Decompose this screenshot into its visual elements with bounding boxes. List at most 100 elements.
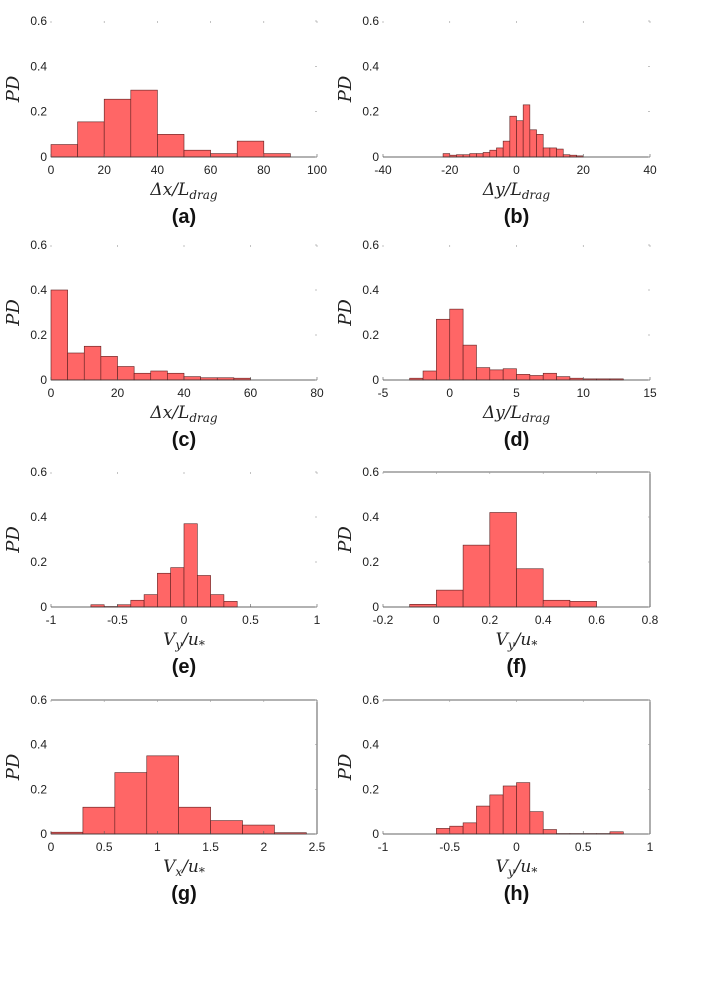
y-tick-label: 0.2	[30, 782, 47, 796]
x-tick-label: 0.8	[642, 613, 659, 627]
histogram-bar	[436, 828, 451, 835]
histogram-bar	[167, 372, 185, 381]
histogram-bar	[409, 603, 437, 608]
y-tick-label: 0	[40, 150, 47, 164]
histogram-bar	[183, 149, 211, 158]
panel-caption: (d)	[504, 429, 530, 451]
chart-panel-3: 0 20 40 60 80 0 0.2 0.4 0.6 PD Δx/Ldrag (c)	[3, 238, 324, 451]
x-tick-label: 0	[48, 386, 55, 400]
histogram-bar	[117, 366, 135, 381]
histogram-bar	[242, 824, 275, 835]
x-tick-label: 100	[307, 163, 327, 177]
x-tick-label: 1	[314, 613, 321, 627]
x-tick-label: 1.5	[202, 840, 219, 854]
y-tick-label: 0	[372, 600, 379, 614]
histogram-bar	[223, 601, 238, 608]
histogram-bar	[489, 512, 517, 608]
x-tick-label: 80	[257, 163, 271, 177]
histogram-bar	[476, 367, 491, 381]
x-tick-label: 5	[513, 386, 520, 400]
panel-caption: (h)	[504, 883, 530, 905]
x-tick-label: 0	[48, 840, 55, 854]
histogram-bar	[489, 794, 504, 835]
histogram-bar	[183, 376, 201, 381]
histogram-bar	[509, 115, 517, 158]
histogram-bar	[529, 811, 544, 835]
histogram-bar	[442, 153, 451, 158]
histogram-bar	[542, 147, 551, 158]
histogram-bar	[114, 772, 148, 835]
histogram-bar	[422, 370, 437, 381]
chart-panel-7: 0 0.5 1 1.5 2 2.5 0 0.2 0.4 0.6 PD Vx/u* (g)	[3, 693, 326, 905]
y-tick-label: 0.4	[30, 510, 47, 524]
y-tick-label: 0	[40, 827, 47, 841]
histogram-bar	[436, 318, 451, 381]
y-tick-label: 0.2	[362, 105, 379, 119]
histogram-bar	[157, 572, 171, 608]
y-axis-label: PD	[335, 526, 356, 554]
y-tick-label: 0	[40, 373, 47, 387]
x-tick-label: 2.5	[309, 840, 326, 854]
histogram-bar	[556, 148, 564, 158]
y-axis-label: PD	[3, 753, 24, 781]
x-tick-label: 0	[513, 163, 520, 177]
chart-panel-5: -1 -0.5 0 0.5 1 0 0.2 0.4 0.6 PD Vy/u* (e)	[3, 465, 321, 678]
y-axis-label: PD	[335, 299, 356, 327]
histogram-bar	[529, 375, 544, 381]
x-tick-label: 60	[204, 163, 218, 177]
x-axis-label: Δy/Ldrag	[482, 180, 550, 202]
y-tick-label: 0.4	[362, 283, 379, 297]
x-axis-label: Vx/u*	[163, 857, 205, 879]
x-tick-label: 1	[647, 840, 654, 854]
panel-caption: (g)	[171, 883, 197, 905]
y-tick-label: 0.2	[362, 555, 379, 569]
histogram-bar	[516, 374, 531, 381]
x-tick-label: 0.5	[242, 613, 259, 627]
histogram-bar	[157, 134, 185, 158]
histogram-bar	[77, 121, 105, 158]
x-axis-label: Δx/Ldrag	[149, 403, 217, 425]
panel-caption: (b)	[504, 206, 530, 228]
histogram-bar	[146, 755, 179, 835]
histogram-bar	[489, 369, 504, 381]
histogram-bar	[476, 805, 491, 835]
histogram-bar	[210, 594, 225, 608]
x-axis-label: Vy/u*	[496, 857, 538, 879]
histogram-bar	[549, 147, 557, 158]
y-tick-label: 0.2	[362, 328, 379, 342]
histogram-bar	[516, 120, 524, 158]
x-tick-label: 40	[643, 163, 657, 177]
histogram-bar	[83, 345, 102, 381]
histogram-bar	[542, 372, 557, 381]
x-tick-label: 20	[577, 163, 591, 177]
histogram-bar	[236, 140, 265, 158]
y-tick-label: 0.6	[30, 238, 47, 252]
histogram-bar	[50, 289, 68, 381]
x-tick-label: 20	[111, 386, 125, 400]
y-tick-label: 0.2	[30, 555, 47, 569]
panel-caption: (a)	[172, 206, 196, 228]
y-tick-label: 0.4	[362, 510, 379, 524]
y-tick-label: 0.4	[30, 283, 47, 297]
y-axis-label: PD	[3, 75, 24, 103]
y-tick-label: 0	[372, 827, 379, 841]
x-tick-label: 0	[181, 613, 188, 627]
x-tick-label: -0.5	[439, 840, 460, 854]
histogram-bar	[462, 822, 477, 835]
y-tick-label: 0.2	[30, 105, 47, 119]
x-tick-label: 0.5	[96, 840, 113, 854]
x-tick-label: 0.2	[481, 613, 498, 627]
histogram-bar	[516, 568, 544, 608]
x-tick-label: 20	[98, 163, 112, 177]
histogram-bar	[556, 376, 571, 381]
histogram-bar	[502, 140, 511, 158]
histogram-bar	[542, 599, 571, 608]
histogram-bar	[210, 820, 243, 835]
chart-panel-8: -1 -0.5 0 0.5 1 0 0.2 0.4 0.6 PD Vy/u* (h)	[335, 693, 654, 905]
y-tick-label: 0.4	[362, 738, 379, 752]
x-axis-label: Vy/u*	[163, 630, 205, 652]
x-tick-label: 0	[446, 386, 453, 400]
x-tick-label: 0.6	[588, 613, 605, 627]
